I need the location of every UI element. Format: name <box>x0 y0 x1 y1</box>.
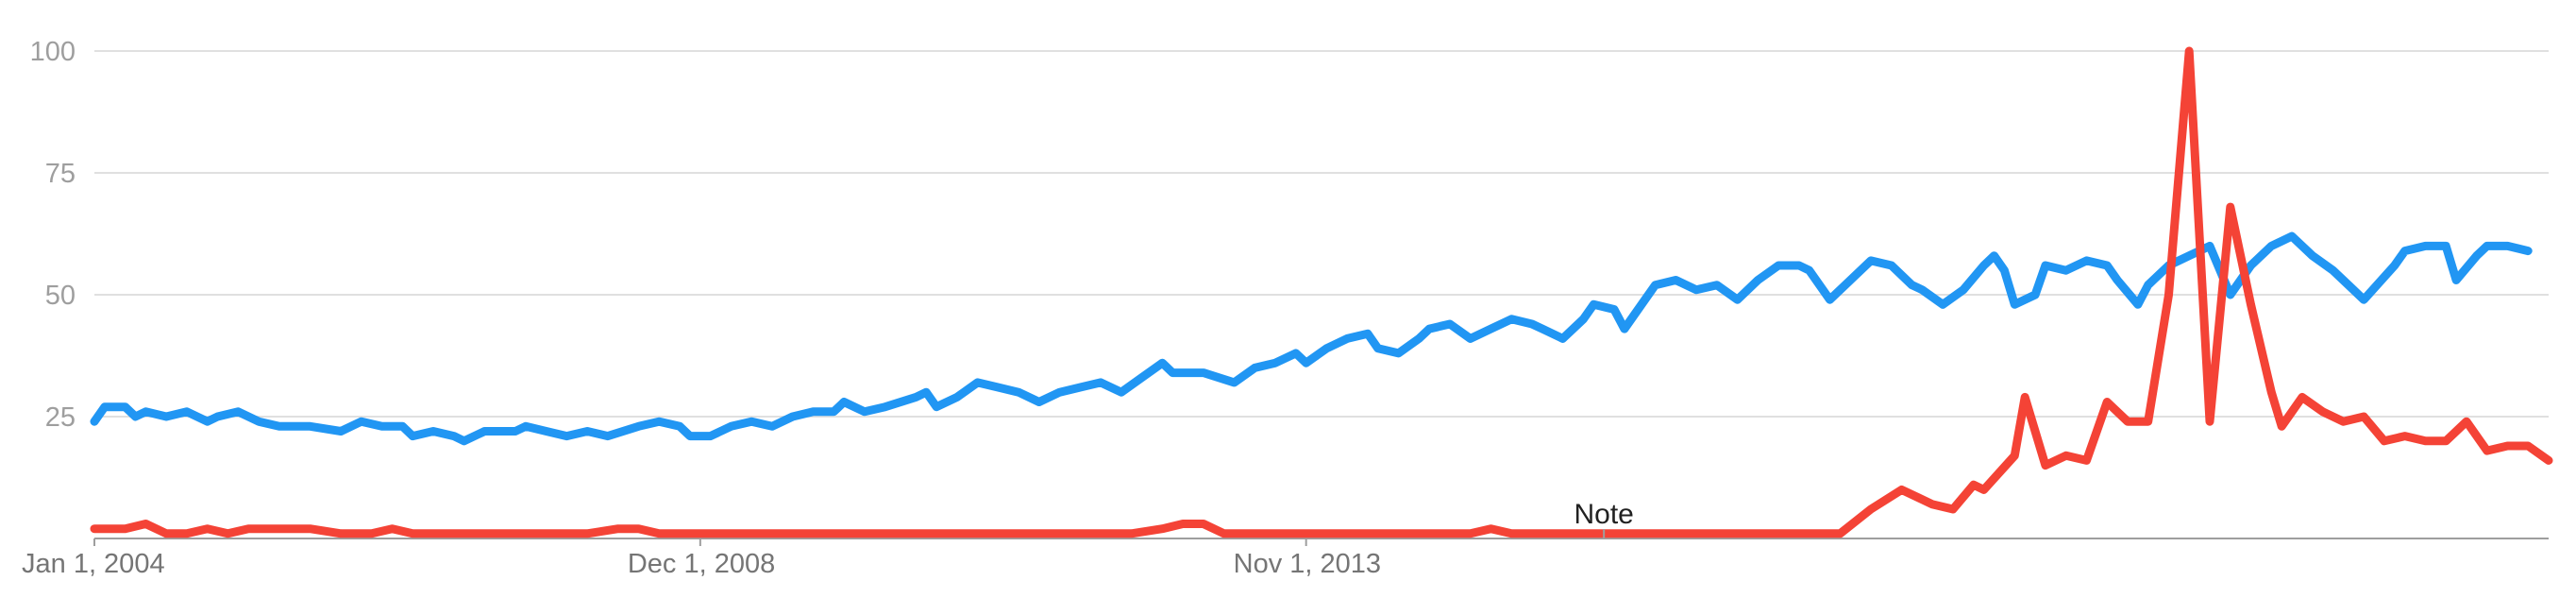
annotation-label[interactable]: Note <box>1574 499 1633 530</box>
x-tick-label: Jan 1, 2004 <box>22 549 165 579</box>
x-tick-label: Dec 1, 2008 <box>628 549 775 579</box>
y-tick-label: 25 <box>45 402 76 433</box>
annotations: Note <box>1574 499 1634 538</box>
series-lines <box>90 46 2553 538</box>
x-tick-label: Nov 1, 2013 <box>1234 549 1381 579</box>
y-tick-label: 100 <box>30 37 76 67</box>
y-tick-labels: 25 50 75 100 <box>30 37 76 433</box>
series-line-2 <box>90 46 2553 538</box>
y-tick-label: 75 <box>45 159 76 189</box>
y-tick-label: 50 <box>45 281 76 311</box>
series-line-1 <box>90 231 2533 446</box>
x-tick-labels: Jan 1, 2004 Dec 1, 2008 Nov 1, 2013 <box>22 538 1381 579</box>
